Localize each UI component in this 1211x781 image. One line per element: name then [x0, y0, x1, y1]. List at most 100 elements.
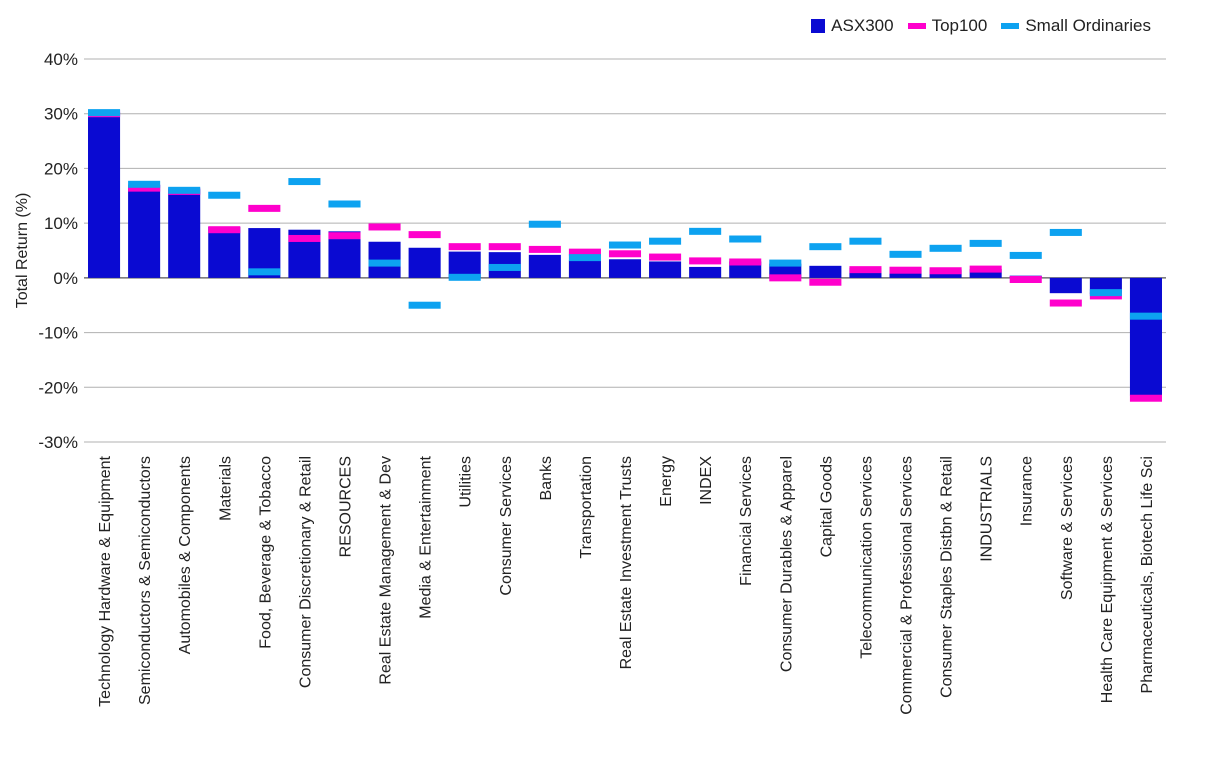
y-tick-label: 10% — [44, 214, 78, 233]
marker-top100-consumer-durables-apparel — [769, 274, 802, 282]
marker-top100-semiconductors-semiconductors — [128, 184, 161, 192]
marker-top100-consumer-discretionary-retail — [288, 234, 321, 242]
y-axis-title: Total Return (%) — [14, 193, 31, 309]
chart-legend: ASX300 Top100 Small Ordinaries — [797, 16, 1151, 36]
x-tick-label-banks: Banks — [538, 456, 555, 500]
x-tick-label-consumer-staples-distbn-retail: Consumer Staples Distbn & Retail — [939, 456, 956, 698]
x-tick-label-real-estate-management-dev: Real Estate Management & Dev — [378, 456, 395, 685]
bar-asx300-utilities — [448, 251, 481, 278]
x-tick-label-food-beverage-tobacco: Food, Beverage & Tobacco — [257, 456, 274, 649]
marker-top100-real-estate-management-dev — [368, 223, 401, 231]
x-tick-label-industrials: INDUSTRIALS — [979, 456, 996, 562]
x-tick-label-financial-services: Financial Services — [738, 456, 755, 586]
marker-small-ordinaries-automobiles-components — [168, 186, 201, 194]
legend-item-top100: Top100 — [907, 16, 988, 36]
y-tick-label: 40% — [44, 50, 78, 69]
marker-small-ordinaries-energy — [649, 237, 682, 245]
legend-swatch-top100 — [907, 23, 926, 29]
marker-top100-food-beverage-tobacco — [248, 204, 281, 212]
bar-asx300-capital-goods — [809, 265, 842, 278]
x-tick-label-index: INDEX — [698, 456, 715, 505]
legend-item-asx300: ASX300 — [811, 16, 894, 36]
y-tick-label: -30% — [38, 433, 78, 452]
marker-small-ordinaries-health-care-equipment-services — [1089, 289, 1122, 297]
x-tick-label-software-services: Software & Services — [1059, 456, 1076, 600]
marker-top100-transportation — [568, 248, 601, 256]
marker-top100-consumer-services — [488, 243, 521, 251]
bar-asx300-index — [689, 266, 722, 278]
y-tick-label: 30% — [44, 105, 78, 124]
x-tick-label-resources: RESOURCES — [337, 456, 354, 557]
marker-top100-materials — [208, 226, 241, 234]
x-tick-label-pharmaceuticals-biotech-life-sci: Pharmaceuticals, Biotech Life Sci — [1139, 456, 1156, 693]
legend-item-small-ordinaries: Small Ordinaries — [1001, 16, 1151, 36]
marker-small-ordinaries-software-services — [1049, 228, 1082, 236]
marker-small-ordinaries-index — [689, 227, 722, 235]
marker-small-ordinaries-food-beverage-tobacco — [248, 268, 281, 276]
marker-small-ordinaries-consumer-services — [488, 263, 521, 271]
marker-small-ordinaries-technology-hardware-equipment — [88, 109, 121, 117]
legend-label-small-ordinaries: Small Ordinaries — [1025, 16, 1151, 35]
legend-swatch-small-ordinaries — [1001, 23, 1020, 29]
bar-asx300-materials — [208, 226, 241, 278]
bar-asx300-real-estate-investment-trusts — [608, 259, 642, 278]
x-tick-label-consumer-discretionary-retail: Consumer Discretionary & Retail — [297, 456, 314, 688]
bar-asx300-semiconductors-semiconductors — [128, 184, 161, 278]
marker-small-ordinaries-commercial-professional-services — [889, 250, 922, 258]
marker-small-ordinaries-banks — [528, 220, 561, 228]
x-tick-label-automobiles-components: Automobiles & Components — [177, 456, 194, 654]
bar-asx300-industrials — [969, 269, 1002, 278]
marker-top100-banks — [528, 245, 561, 253]
legend-label-asx300: ASX300 — [831, 16, 894, 35]
x-tick-label-media-entertainment: Media & Entertainment — [418, 455, 435, 618]
bar-asx300-transportation — [568, 260, 601, 278]
marker-top100-commercial-professional-services — [889, 266, 922, 274]
x-tick-label-insurance: Insurance — [1019, 456, 1036, 526]
bar-asx300-software-services — [1049, 277, 1082, 294]
marker-small-ordinaries-utilities — [448, 273, 481, 281]
x-tick-label-commercial-professional-services: Commercial & Professional Services — [899, 456, 916, 715]
bar-asx300-automobiles-components — [168, 189, 201, 278]
marker-top100-index — [689, 257, 722, 265]
x-tick-label-transportation: Transportation — [578, 456, 595, 559]
x-tick-label-telecommunication-services: Telecommunication Services — [858, 456, 875, 659]
bar-asx300-consumer-durables-apparel — [769, 263, 802, 278]
x-tick-label-technology-hardware-equipment: Technology Hardware & Equipment — [97, 455, 114, 706]
x-tick-label-energy: Energy — [658, 456, 675, 507]
marker-top100-media-entertainment — [408, 231, 441, 239]
marker-top100-capital-goods — [809, 278, 842, 286]
marker-small-ordinaries-capital-goods — [809, 243, 842, 251]
x-tick-label-real-estate-investment-trusts: Real Estate Investment Trusts — [618, 456, 635, 669]
marker-top100-pharmaceuticals-biotech-life-sci — [1129, 394, 1162, 402]
y-tick-label: -10% — [38, 324, 78, 343]
x-tick-label-consumer-services: Consumer Services — [498, 456, 515, 596]
marker-small-ordinaries-pharmaceuticals-biotech-life-sci — [1129, 312, 1162, 320]
marker-top100-real-estate-investment-trusts — [608, 250, 642, 258]
marker-small-ordinaries-financial-services — [729, 235, 762, 243]
marker-small-ordinaries-real-estate-investment-trusts — [608, 241, 642, 249]
marker-small-ordinaries-resources — [328, 200, 361, 208]
bar-asx300-pharmaceuticals-biotech-life-sci — [1129, 277, 1162, 396]
marker-top100-telecommunication-services — [849, 266, 882, 274]
marker-small-ordinaries-semiconductors-semiconductors — [128, 180, 161, 188]
x-tick-label-semiconductors-semiconductors: Semiconductors & Semiconductors — [137, 456, 154, 705]
legend-label-top100: Top100 — [931, 16, 988, 35]
y-tick-label: -20% — [38, 378, 78, 397]
y-tick-label: 0% — [53, 269, 78, 288]
bar-asx300-banks — [528, 254, 561, 278]
bar-asx300-technology-hardware-equipment — [88, 112, 121, 278]
marker-small-ordinaries-consumer-discretionary-retail — [288, 178, 321, 186]
marker-top100-financial-services — [729, 258, 762, 266]
bar-asx300-commercial-professional-services — [889, 269, 922, 278]
bar-asx300-media-entertainment — [408, 247, 441, 278]
x-tick-label-materials: Materials — [217, 456, 234, 521]
marker-small-ordinaries-industrials — [969, 239, 1002, 247]
marker-small-ordinaries-transportation — [568, 254, 601, 262]
marker-small-ordinaries-consumer-durables-apparel — [769, 259, 802, 267]
x-tick-label-capital-goods: Capital Goods — [818, 456, 835, 557]
x-tick-label-health-care-equipment-services: Health Care Equipment & Services — [1099, 456, 1116, 703]
marker-top100-insurance — [1009, 275, 1042, 283]
x-tick-label-utilities: Utilities — [458, 456, 475, 508]
marker-small-ordinaries-telecommunication-services — [849, 237, 882, 245]
